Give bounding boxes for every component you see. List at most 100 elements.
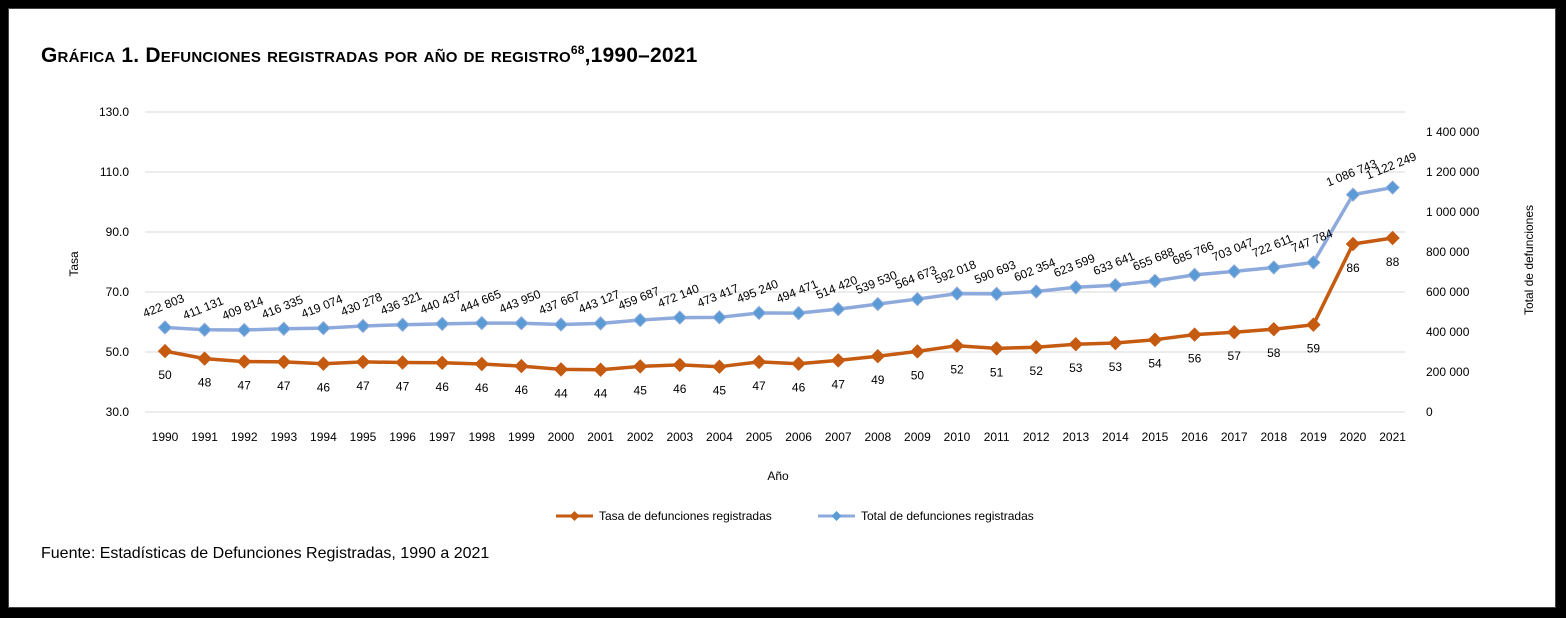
- x-tick-label: 1996: [389, 430, 416, 444]
- total-data-label: 633 641: [1091, 249, 1137, 278]
- total-marker: [672, 310, 688, 325]
- x-tick-label: 2008: [864, 430, 891, 444]
- y2-tick-label: 200 000: [1426, 365, 1470, 379]
- total-data-label: 495 240: [735, 277, 781, 306]
- x-tick-label: 2014: [1102, 430, 1129, 444]
- x-tick-label: 1990: [152, 430, 179, 444]
- total-marker: [1068, 280, 1084, 295]
- total-marker: [236, 322, 252, 338]
- total-data-label: 416 335: [260, 292, 306, 321]
- y2-tick-label: 400 000: [1426, 325, 1470, 339]
- tasa-marker: [474, 356, 490, 372]
- tasa-marker: [1147, 332, 1163, 347]
- y-tick-label: 110.0: [100, 165, 129, 179]
- tasa-marker: [236, 354, 252, 369]
- total-data-label: 422 803: [141, 291, 187, 320]
- total-marker: [632, 312, 648, 328]
- tasa-data-label: 50: [911, 368, 925, 382]
- x-tick-label: 2012: [1023, 430, 1050, 444]
- y2-tick-label: 1 000 000: [1426, 205, 1480, 219]
- tasa-data-label: 48: [198, 376, 212, 390]
- total-marker: [197, 322, 212, 337]
- total-marker: [1028, 284, 1044, 299]
- tasa-data-label: 86: [1346, 261, 1360, 275]
- total-data-label: 473 417: [695, 281, 741, 310]
- title-years: ,1990–2021: [584, 44, 698, 67]
- x-tick-label: 1991: [191, 430, 218, 444]
- x-tick-label: 2017: [1221, 430, 1248, 444]
- total-marker: [1306, 255, 1321, 270]
- tasa-marker: [1108, 335, 1123, 351]
- total-data-label: 539 530: [854, 268, 900, 297]
- tasa-marker: [672, 357, 688, 373]
- tasa-data-label: 51: [990, 365, 1004, 379]
- tasa-data-label: 44: [554, 386, 568, 400]
- tasa-data-label: 49: [871, 373, 885, 387]
- tasa-marker: [1385, 230, 1400, 246]
- x-tick-label: 2002: [627, 430, 654, 444]
- total-marker: [514, 316, 529, 331]
- tasa-data-label: 46: [475, 381, 489, 395]
- tasa-data-label: 53: [1109, 360, 1123, 374]
- total-data-label: 685 766: [1170, 238, 1216, 267]
- total-marker: [1108, 278, 1123, 293]
- tasa-marker: [553, 362, 569, 377]
- total-data-label: 411 131: [181, 293, 226, 322]
- total-marker: [474, 315, 490, 331]
- tasa-data-label: 56: [1188, 352, 1202, 366]
- total-data-label: 514 420: [814, 273, 860, 302]
- total-data-label: 436 321: [378, 288, 424, 317]
- y2-axis-title: Total de defunciones: [1522, 205, 1536, 315]
- tasa-data-label: 53: [1069, 361, 1083, 375]
- total-marker: [316, 320, 331, 336]
- total-marker: [1385, 180, 1400, 195]
- x-tick-label: 2004: [706, 430, 733, 444]
- y2-tick-label: 0: [1426, 405, 1433, 419]
- x-tick-label: 1998: [468, 430, 495, 444]
- total-marker: [751, 305, 767, 321]
- y2-tick-label: 1 400 000: [1426, 125, 1480, 139]
- tasa-marker: [514, 358, 529, 374]
- x-tick-label: 2010: [944, 430, 971, 444]
- total-data-label: 472 140: [656, 281, 702, 310]
- total-data-label: 494 471: [774, 277, 820, 306]
- x-tick-label: 2015: [1142, 430, 1169, 444]
- y-axis-title: Tasa: [67, 251, 81, 277]
- legend-marker-total: [831, 511, 842, 521]
- total-marker: [593, 316, 608, 331]
- tasa-data-label: 47: [356, 379, 370, 393]
- tasa-marker: [712, 359, 727, 374]
- tasa-marker: [434, 355, 450, 371]
- total-data-label: 443 950: [497, 287, 543, 316]
- chart-title: Gráfica 1. Defunciones registradas por a…: [41, 43, 698, 68]
- total-data-label: 592 018: [933, 257, 979, 286]
- tasa-marker: [1306, 317, 1321, 332]
- x-tick-label: 2009: [904, 430, 931, 444]
- y-tick-label: 90.0: [106, 225, 130, 239]
- total-data-label: 655 688: [1131, 244, 1177, 273]
- total-data-label: 444 665: [458, 287, 504, 316]
- total-marker: [791, 305, 806, 321]
- tasa-marker: [1266, 321, 1282, 337]
- tasa-data-label: 47: [277, 379, 291, 393]
- total-data-label: 722 611: [1250, 231, 1295, 260]
- tasa-data-label: 58: [1267, 346, 1281, 360]
- x-tick-label: 2011: [984, 430, 1010, 444]
- x-tick-label: 1993: [270, 430, 297, 444]
- tasa-marker: [632, 359, 648, 374]
- tasa-data-label: 47: [238, 379, 252, 393]
- total-marker: [830, 301, 846, 317]
- total-marker: [949, 286, 965, 301]
- chart-frame: Gráfica 1. Defunciones registradas por a…: [8, 8, 1556, 608]
- total-marker: [355, 318, 371, 334]
- total-marker: [1266, 260, 1282, 275]
- tasa-marker: [395, 355, 410, 370]
- tasa-data-label: 46: [792, 381, 806, 395]
- total-marker: [553, 317, 569, 332]
- tasa-marker: [1028, 339, 1044, 355]
- title-footnote: 68: [570, 43, 585, 57]
- total-marker: [989, 286, 1004, 302]
- total-marker: [870, 296, 886, 312]
- x-axis-title: Año: [767, 469, 789, 483]
